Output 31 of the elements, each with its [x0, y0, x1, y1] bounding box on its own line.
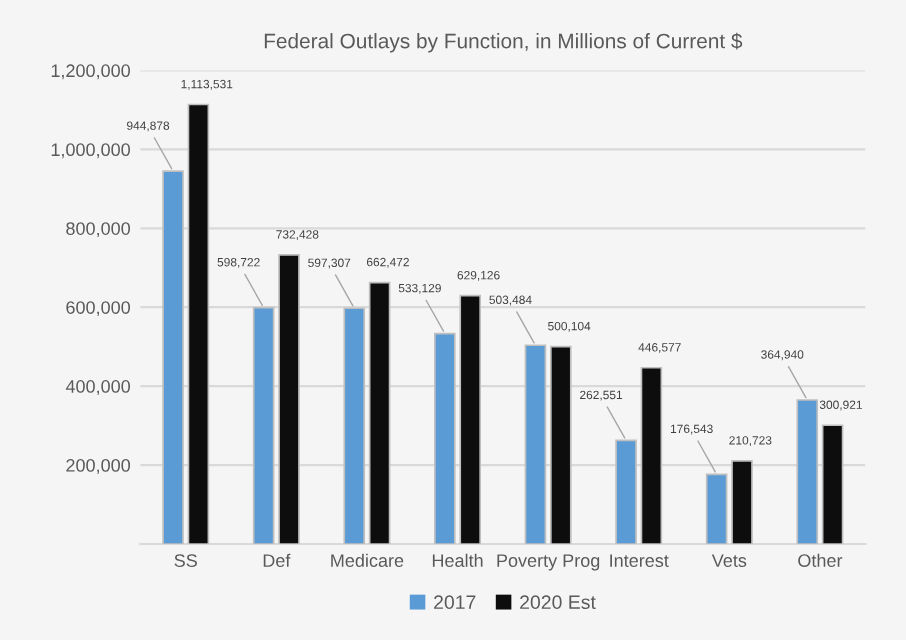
x-tick-label: SS [174, 554, 197, 567]
y-tick-label: 800,000 [66, 222, 131, 238]
legend-label: 2017 [434, 595, 476, 610]
bar [278, 254, 300, 544]
bar [731, 459, 753, 544]
y-tick-label: 1,000,000 [51, 143, 131, 159]
bar [615, 439, 637, 544]
bar [821, 424, 844, 544]
bar [524, 344, 547, 544]
y-tick-label: 400,000 [65, 380, 131, 395]
x-tick-label: Other [798, 553, 843, 567]
x-tick-label: Interest [610, 554, 669, 567]
y-tick-label: 600,000 [66, 301, 131, 317]
x-tick-label: Poverty Prog [497, 554, 600, 571]
bar [187, 103, 210, 544]
bar [162, 170, 184, 544]
bar [705, 473, 728, 544]
x-tick-label: Vets [711, 554, 747, 567]
bar [796, 399, 819, 544]
bar [343, 307, 366, 544]
x-tick-label: Def [263, 553, 291, 567]
bar [550, 345, 572, 544]
x-tick-label: Health [432, 553, 483, 567]
y-tick-label: 200,000 [66, 459, 131, 474]
bar [368, 281, 391, 544]
x-tick-label: Medicare [331, 553, 404, 567]
bar [252, 306, 275, 544]
bar [640, 366, 663, 544]
chart-title: Federal Outlays by Function, in Millions of Current $ [264, 32, 743, 53]
legend-label: 2020 Est [520, 595, 596, 610]
y-tick-label: 1,200,000 [51, 64, 131, 80]
